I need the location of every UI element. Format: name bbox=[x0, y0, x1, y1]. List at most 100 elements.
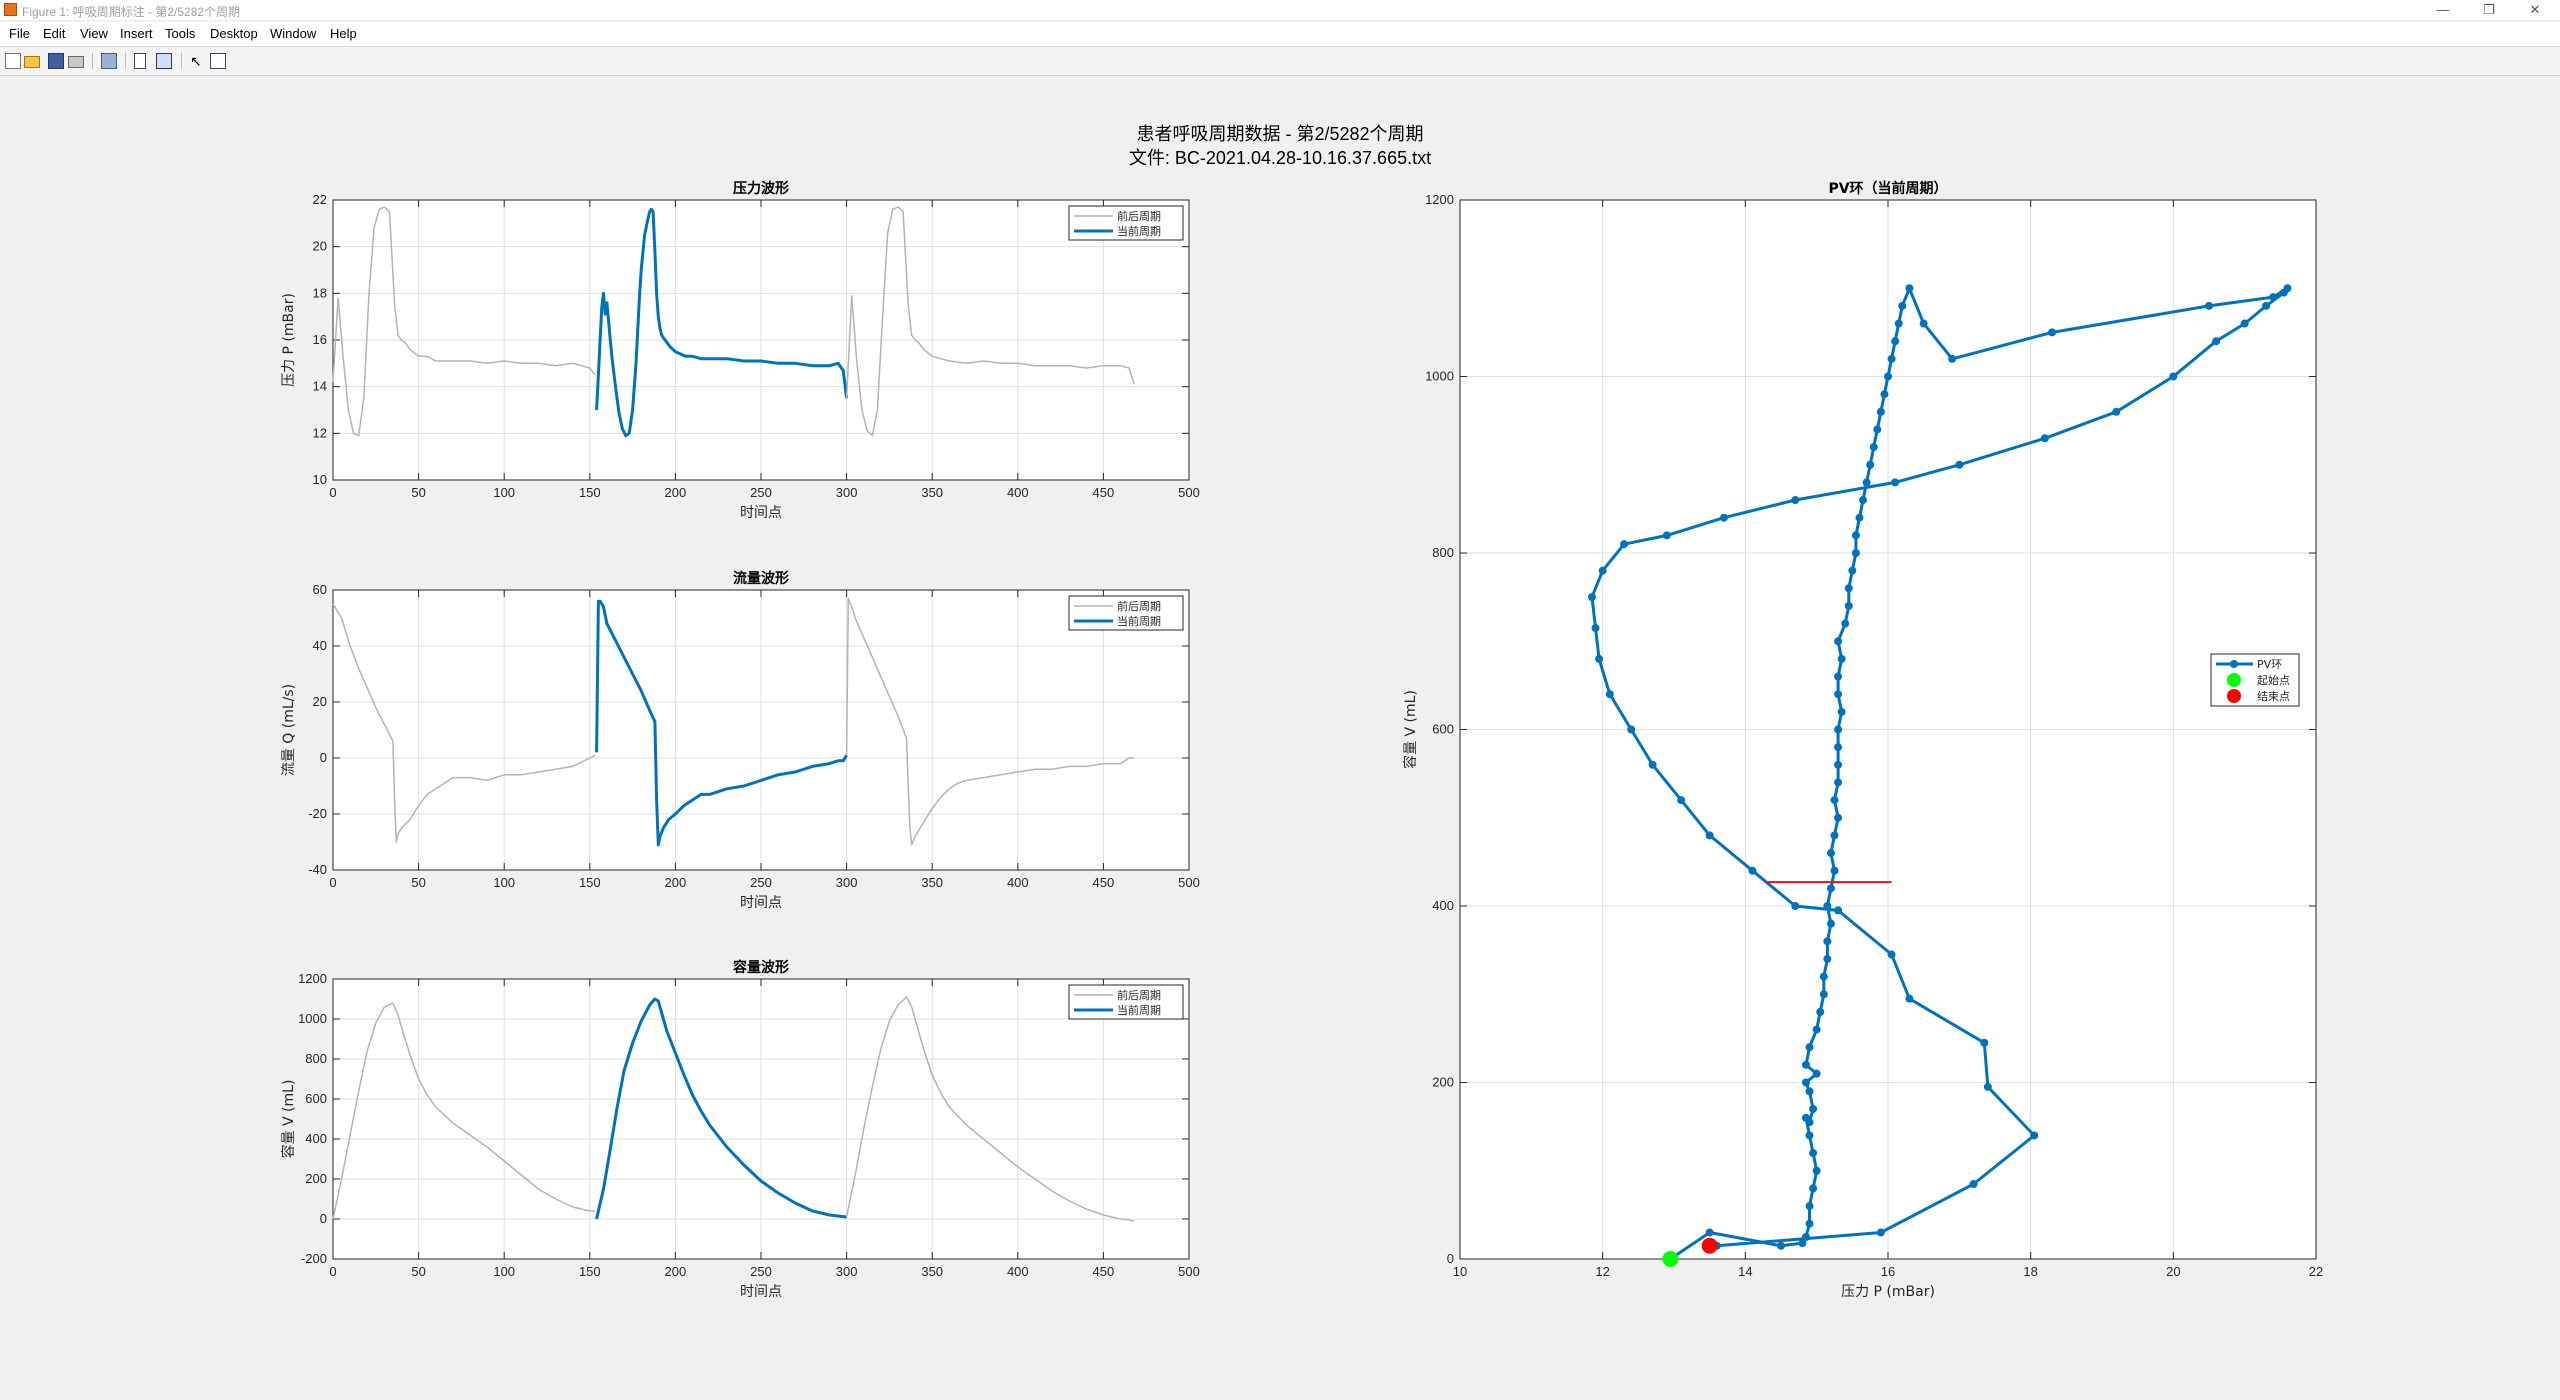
property-editor-icon[interactable] bbox=[156, 53, 172, 69]
x-tick-label: 150 bbox=[579, 485, 601, 500]
x-tick-label: 150 bbox=[579, 1264, 601, 1279]
pv-loop-point bbox=[2212, 337, 2221, 346]
print-icon[interactable] bbox=[68, 56, 84, 68]
menu-view[interactable]: View bbox=[80, 26, 108, 41]
pv-loop-point bbox=[1819, 972, 1828, 981]
pv-loop-point bbox=[1830, 831, 1839, 840]
y-tick-label: 200 bbox=[305, 1171, 327, 1186]
save-icon[interactable] bbox=[48, 53, 64, 69]
x-tick-label: 18 bbox=[2023, 1264, 2037, 1279]
pv-loop-point bbox=[1805, 1118, 1814, 1127]
menu-edit[interactable]: Edit bbox=[43, 26, 66, 41]
pv-loop-point bbox=[1834, 672, 1843, 681]
legend-label-end: 结束点 bbox=[2257, 690, 2290, 703]
toolbar-separator bbox=[181, 53, 182, 69]
figure-toolbar: ↖ bbox=[0, 47, 2560, 76]
figure-suptitle-line2: 文件: BC-2021.04.28-10.16.37.665.txt bbox=[1129, 148, 1431, 168]
legend-label-current: 当前周期 bbox=[1117, 614, 1161, 628]
restore-button[interactable]: ❐ bbox=[2483, 2, 2495, 17]
pv-loop-point bbox=[1869, 443, 1878, 452]
pv-loop-point bbox=[1834, 725, 1843, 734]
pv-loop-point bbox=[1595, 654, 1604, 663]
x-tick-label: 500 bbox=[1178, 1264, 1200, 1279]
pv-loop-point bbox=[1823, 954, 1832, 963]
pv-loop-point bbox=[1841, 619, 1850, 628]
pv-loop-point bbox=[2169, 372, 2178, 381]
x-tick-label: 0 bbox=[329, 485, 336, 500]
pv-loop-point bbox=[2240, 319, 2249, 328]
menu-insert[interactable]: Insert bbox=[120, 26, 153, 41]
x-tick-label: 0 bbox=[329, 1264, 336, 1279]
menu-tools[interactable]: Tools bbox=[165, 26, 196, 41]
axes-4: 10 12 14 16 18 20 22 0 200 400 600 800 1000 1200 PV环（当… bbox=[1402, 180, 2323, 1300]
x-tick-label: 200 bbox=[665, 485, 687, 500]
series-current-cycle-line bbox=[595, 599, 848, 847]
menu-bar: File Edit View Insert Tools Desktop Wind… bbox=[0, 22, 2560, 47]
pv-loop-point bbox=[1748, 866, 1757, 875]
y-tick-label: 0 bbox=[320, 750, 327, 765]
close-button[interactable]: ✕ bbox=[2529, 2, 2541, 17]
plot-browser-icon[interactable] bbox=[210, 53, 226, 69]
x-tick-label: 450 bbox=[1093, 1264, 1115, 1279]
print-preview-icon[interactable] bbox=[101, 53, 117, 69]
pv-loop-point bbox=[1866, 460, 1875, 469]
pv-loop-point bbox=[1809, 1184, 1818, 1193]
axes-title: 容量波形 bbox=[732, 959, 789, 976]
y-axis-label: 容量 V (mL) bbox=[280, 1080, 297, 1159]
pv-loop-point bbox=[1844, 584, 1853, 593]
pv-loop-point bbox=[1980, 1038, 1989, 1047]
pv-loop-point bbox=[1809, 1104, 1818, 1113]
pv-loop-point bbox=[1851, 531, 1860, 540]
menu-desktop[interactable]: Desktop bbox=[210, 26, 258, 41]
pv-loop-point bbox=[2262, 301, 2271, 310]
x-tick-label: 22 bbox=[2309, 1264, 2323, 1279]
x-tick-label: 300 bbox=[836, 485, 858, 500]
x-tick-label: 14 bbox=[1738, 1264, 1752, 1279]
pv-loop-point bbox=[1880, 390, 1889, 399]
pv-loop-point bbox=[1812, 1025, 1821, 1034]
minimize-button[interactable]: — bbox=[2436, 2, 2450, 17]
pv-loop-point bbox=[2205, 301, 2213, 310]
pv-loop-point bbox=[1598, 566, 1607, 575]
pv-loop-point bbox=[1834, 813, 1843, 822]
menu-file[interactable]: File bbox=[9, 26, 30, 41]
pv-loop-point bbox=[2040, 434, 2049, 443]
pv-loop-point bbox=[1587, 593, 1596, 602]
pv-loop-point bbox=[1834, 743, 1843, 752]
legend-box bbox=[1068, 595, 1184, 631]
x-tick-label: 350 bbox=[921, 875, 943, 890]
link-plot-icon[interactable] bbox=[134, 53, 146, 69]
pv-loop-point bbox=[1677, 796, 1686, 805]
x-tick-label: 150 bbox=[579, 875, 601, 890]
x-tick-label: 100 bbox=[493, 875, 515, 890]
series-adjacent-cycle-line bbox=[332, 206, 596, 437]
charts-group: 0 50 100 150 200 250 300 350 400 450 5001012141618… bbox=[280, 180, 2323, 1300]
pv-loop-point bbox=[1791, 902, 1800, 910]
x-tick-label: 350 bbox=[921, 485, 943, 500]
y-tick-label: 200 bbox=[1432, 1075, 1454, 1090]
y-axis-label: 容量 V (mL) bbox=[1402, 690, 1419, 769]
pv-loop-point bbox=[1791, 496, 1800, 505]
pv-loop-point bbox=[2030, 1131, 2039, 1140]
pv-loop-point bbox=[1873, 425, 1882, 434]
x-tick-label: 400 bbox=[1007, 875, 1029, 890]
pv-loop-point bbox=[1777, 1241, 1785, 1250]
pv-loop-point bbox=[1834, 906, 1843, 915]
legend-label-pv: PV环 bbox=[2257, 658, 2282, 671]
open-file-icon[interactable] bbox=[24, 56, 40, 68]
series-adjacent-cycle-line bbox=[845, 996, 1135, 1222]
legend-start-swatch bbox=[2227, 673, 2241, 687]
y-tick-label: -200 bbox=[301, 1251, 327, 1266]
y-tick-label: 60 bbox=[313, 582, 327, 597]
x-axis-label: 时间点 bbox=[740, 505, 782, 521]
y-tick-label: -20 bbox=[308, 806, 327, 821]
legend-label-current: 当前周期 bbox=[1117, 224, 1161, 238]
x-tick-label: 200 bbox=[665, 1264, 687, 1279]
pv-loop-point bbox=[1887, 950, 1896, 959]
new-figure-icon[interactable] bbox=[5, 53, 21, 69]
menu-help[interactable]: Help bbox=[330, 26, 357, 41]
pv-loop-point bbox=[1816, 1007, 1825, 1016]
menu-window[interactable]: Window bbox=[270, 26, 317, 41]
pointer-icon[interactable]: ↖ bbox=[190, 53, 202, 69]
pv-loop-point bbox=[1798, 1239, 1807, 1248]
